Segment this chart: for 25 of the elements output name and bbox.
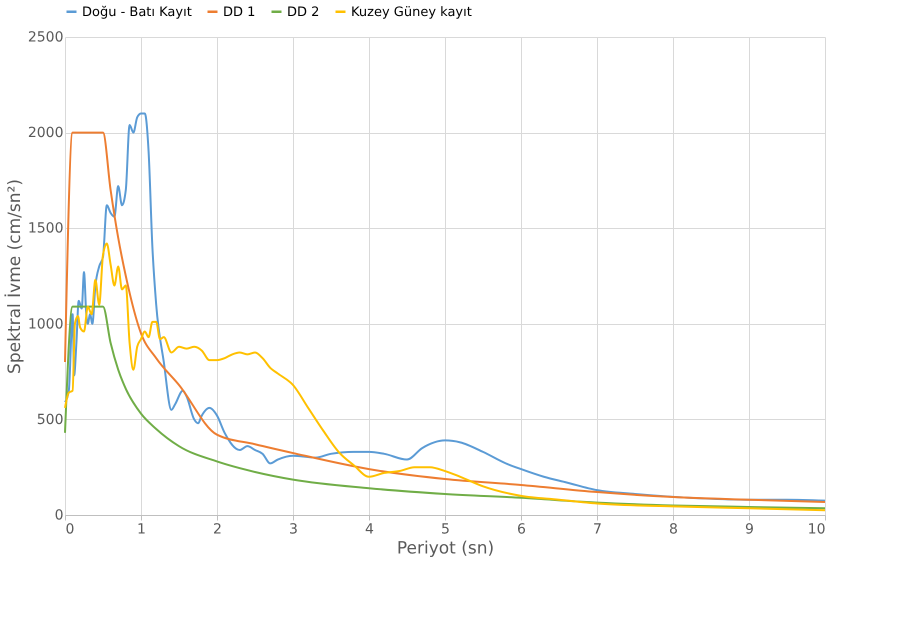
y-tick-label: 2500: [28, 30, 64, 46]
x-axis-title: Periyot (sn): [396, 538, 494, 558]
x-tick-label: 1: [137, 522, 146, 538]
x-tick-label: 3: [289, 522, 298, 538]
x-tick-label: 7: [593, 522, 602, 538]
y-tick-label: 500: [36, 412, 64, 428]
legend-label: Doğu - Batı Kayıt: [82, 4, 192, 20]
x-tick-label: 9: [745, 522, 754, 538]
line-series: [64, 242, 826, 512]
line-series: [64, 306, 826, 510]
x-tick-label: 6: [517, 522, 526, 538]
x-tick-label: 8: [669, 522, 678, 538]
x-tick-label: 2: [213, 522, 222, 538]
legend-label: DD 2: [287, 4, 320, 20]
x-tick-label: 4: [365, 522, 374, 538]
y-tick-label: 2000: [28, 125, 64, 142]
y-tick-label: 1500: [28, 220, 64, 237]
y-tick-label: 0: [54, 508, 64, 524]
x-tick-label: 0: [66, 522, 74, 538]
legend-label: DD 1: [223, 4, 256, 20]
legend-label: Kuzey Güney kayıt: [351, 4, 472, 20]
y-axis-title: Spektral İvme (cm/sn²): [4, 179, 25, 374]
x-tick-label: 10: [808, 522, 826, 538]
y-tick-label: 1000: [28, 316, 64, 332]
x-tick-label: 5: [441, 522, 450, 538]
